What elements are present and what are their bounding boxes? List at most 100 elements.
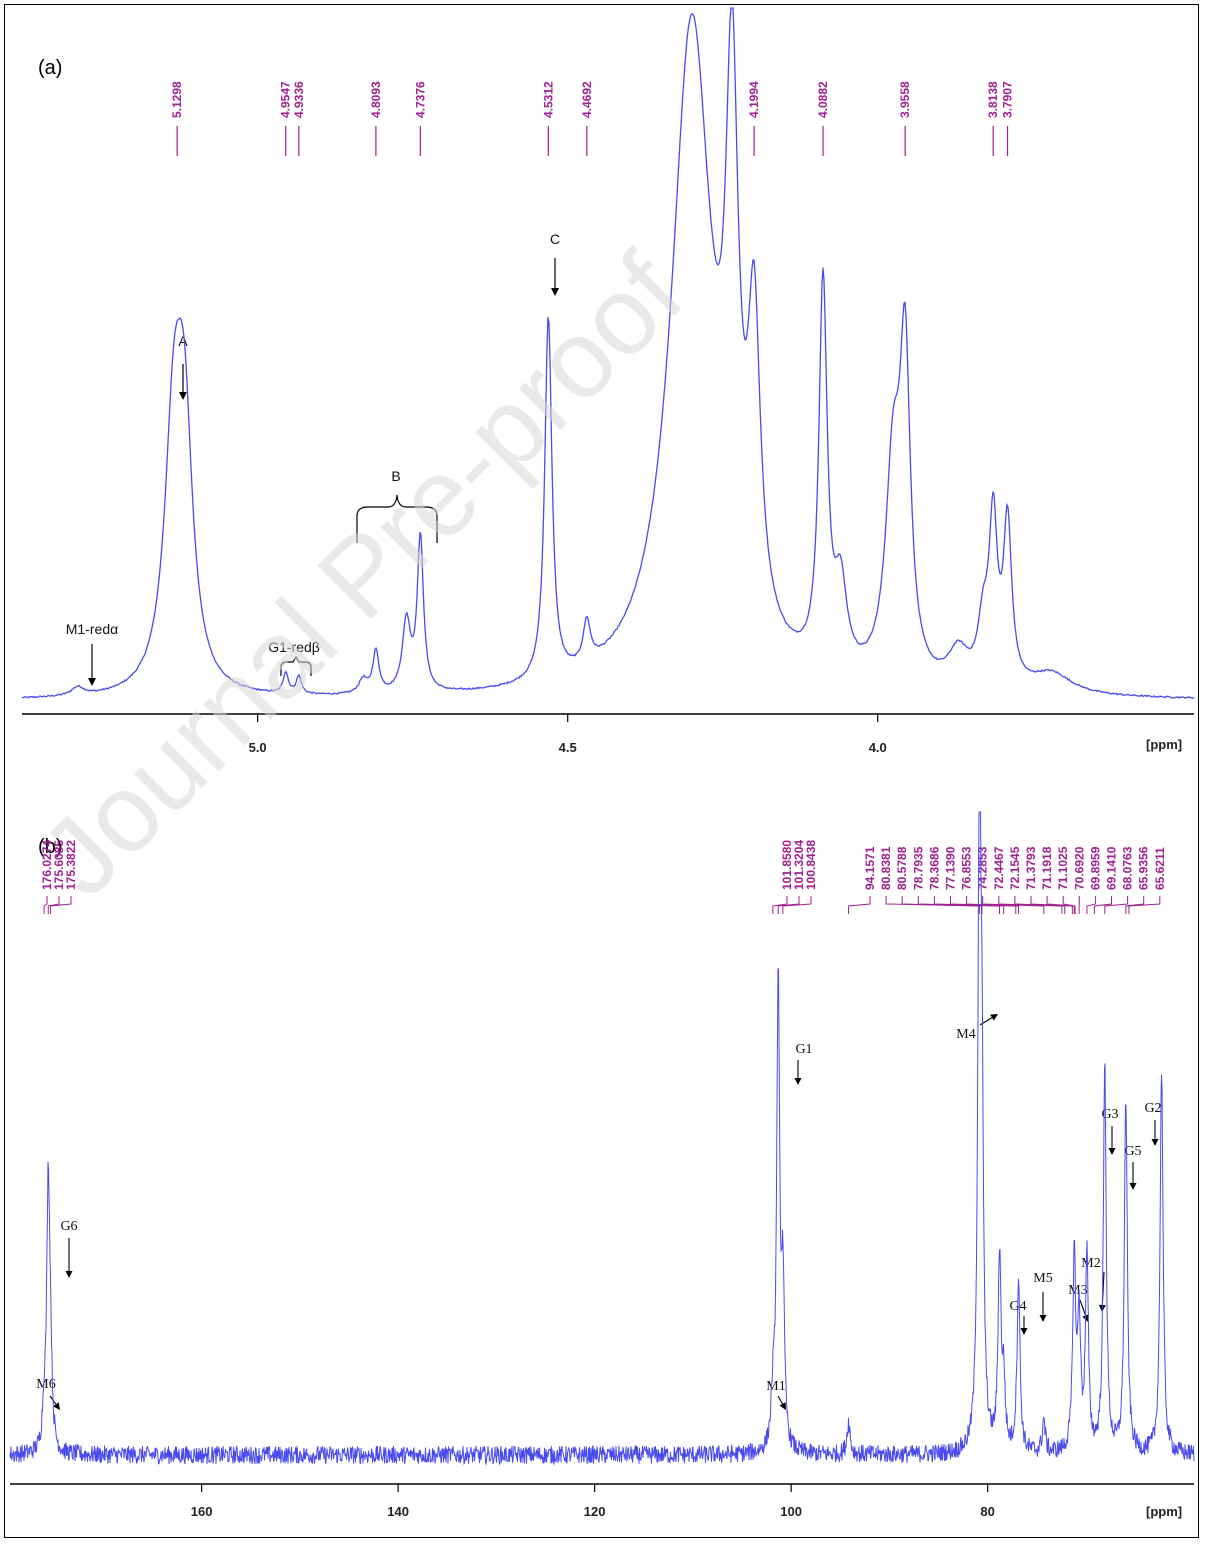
panel-b-peak-value: 76.8553 xyxy=(960,846,974,890)
panel-a-peak-value: 4.4692 xyxy=(580,81,594,118)
panel-b-peak-connector xyxy=(1062,896,1076,914)
panel-b-annotation-label: M3 xyxy=(1068,1283,1087,1298)
panel-b-annotation-arrow-head xyxy=(65,1271,73,1278)
panel-b-peak-connector xyxy=(49,896,72,914)
panel-b-annotation-arrow-head xyxy=(1151,1139,1159,1146)
panel-b-annotation-arrow-head xyxy=(1108,1148,1116,1155)
panel-a-tick-label: 4.5 xyxy=(559,740,577,755)
panel-b-tick-label: 120 xyxy=(584,1504,606,1519)
panel-b-tick-label: 100 xyxy=(780,1504,802,1519)
panel-b-peak-connector xyxy=(966,896,1020,914)
panel-b-peak-value: 101.8580 xyxy=(780,840,794,890)
panel-b-peak-connector xyxy=(1125,896,1145,914)
panel-a-peak-value: 4.9336 xyxy=(292,81,306,118)
panel-a-peak-value: 4.8093 xyxy=(369,81,383,118)
panel-b-annotation-arrow-shaft xyxy=(979,1017,993,1026)
panel-b-peak-value: 71.1918 xyxy=(1040,846,1054,890)
panel-b-annotation-arrow-head xyxy=(990,1014,998,1021)
panel-a-annotation-label: C xyxy=(550,231,560,247)
panel-b-peak-value: 69.8959 xyxy=(1088,846,1102,890)
panel-b-annotation-arrow-head xyxy=(794,1078,802,1085)
panel-b-peak-value: 65.6211 xyxy=(1153,847,1167,890)
panel-b-peak-connector xyxy=(848,896,871,914)
panel-a-annotation-label: M1-redα xyxy=(66,621,118,637)
panel-a-tick-label: 5.0 xyxy=(249,740,267,755)
panel-b-peak-connector xyxy=(1086,896,1096,914)
panel-b-peak-connector xyxy=(1104,896,1129,914)
panel-b-annotation-label: G5 xyxy=(1124,1144,1141,1159)
panel-a-x-ticks: 5.0 4.5 4.0 xyxy=(249,714,887,755)
panel-b-peak-value: 175.6085 xyxy=(52,840,66,890)
panel-a-1h-spectrum: (a) 5.1298 4.9547 4.9336 4.8093 4.7376 4.5312… xyxy=(21,7,1195,755)
panel-a-peak-value: 4.7376 xyxy=(413,81,427,118)
panel-b-annotation-arrow-head xyxy=(1020,1328,1028,1335)
panel-b-annotation-arrow-head xyxy=(53,1402,60,1410)
panel-b-annotation-arrow-shaft xyxy=(777,1395,784,1405)
panel-b-unit-label: [ppm] xyxy=(1146,1504,1182,1519)
panel-a-peak-value: 3.9558 xyxy=(898,81,912,118)
panel-b-label: (b) xyxy=(38,836,62,858)
panel-b-peak-value: 68.0763 xyxy=(1121,846,1135,890)
panel-b-peak-value: 69.1410 xyxy=(1105,846,1119,890)
panel-a-peak-value: 4.0882 xyxy=(816,81,830,118)
panel-a-peak-value: 5.1298 xyxy=(170,81,184,118)
panel-b-peak-connector xyxy=(1014,896,1066,914)
g1-red-beta-bracket xyxy=(280,655,312,676)
panel-a-annotation-label: G1-redβ xyxy=(268,639,320,655)
panel-b-peak-connector xyxy=(43,896,48,914)
watermark: Journal Pre-proof xyxy=(18,231,706,919)
panel-b-annotation-arrow-shaft xyxy=(1079,1299,1087,1316)
figure-frame xyxy=(4,4,1199,1538)
panel-b-peak-connector xyxy=(1128,896,1161,914)
panel-b-annotation-label: G2 xyxy=(1144,1101,1161,1116)
panel-b-peak-value: 72.4467 xyxy=(992,846,1006,890)
panel-a-spectrum-line xyxy=(21,7,1195,700)
panel-b-annotation-label: G1 xyxy=(795,1042,812,1057)
panel-b-tick-label: 160 xyxy=(191,1504,213,1519)
panel-a-annotation-label: B xyxy=(391,468,400,484)
panel-b-peak-value: 175.3822 xyxy=(64,840,78,890)
panel-b-peak-connector xyxy=(47,896,60,914)
panel-b-spectrum-line xyxy=(9,811,1195,1466)
panel-b-annotation-label: M5 xyxy=(1033,1271,1052,1286)
panel-b-peak-value: 100.8438 xyxy=(804,840,818,890)
panel-b-peak-connector xyxy=(1093,896,1112,914)
panel-b-annotation-label: M6 xyxy=(36,1377,55,1392)
panel-a-annotation-arrow-head xyxy=(179,392,187,400)
panel-a-peak-value: 4.9547 xyxy=(279,81,293,118)
panel-b-peak-connector xyxy=(1030,896,1073,914)
panel-a-label: (a) xyxy=(38,57,62,79)
panel-a-annotation-arrow-head xyxy=(551,288,559,296)
panel-b-peak-value: 78.7935 xyxy=(911,846,925,890)
panel-b-tick-label: 140 xyxy=(387,1504,409,1519)
panel-b-peak-value: 70.6920 xyxy=(1072,846,1086,890)
panel-a-annotations: M1-redα A G1-redβ B C xyxy=(66,231,560,686)
panel-a-peak-value: 4.5312 xyxy=(541,81,555,118)
panel-b-peak-value: 80.5788 xyxy=(895,846,909,890)
panel-b-annotation-arrow-head xyxy=(1129,1183,1137,1190)
panel-b-x-ticks: 160 140 120 100 80 xyxy=(191,1484,995,1519)
panel-b-peak-connector xyxy=(982,896,1045,914)
panel-b-peak-connector xyxy=(777,896,800,914)
panel-a-annotation-arrow-head xyxy=(88,678,96,686)
panel-b-annotation-arrow-head xyxy=(779,1402,786,1410)
panel-a-annotation-label: A xyxy=(178,333,188,349)
panel-b-peak-value: 71.1025 xyxy=(1056,846,1070,890)
panel-b-peak-connector xyxy=(1046,896,1075,914)
panel-b-tick-label: 80 xyxy=(980,1504,994,1519)
panel-b-peak-value: 77.1390 xyxy=(944,846,958,890)
panel-b-peak-connector xyxy=(772,896,788,914)
panel-b-peak-value: 78.3686 xyxy=(927,846,941,890)
panel-a-peak-value: 3.8138 xyxy=(986,81,1000,118)
panel-a-unit-label: [ppm] xyxy=(1146,737,1182,752)
panel-b-annotation-label: M1 xyxy=(766,1379,785,1394)
panel-b-peak-value: 71.3793 xyxy=(1024,846,1038,890)
b-bracket xyxy=(356,494,438,543)
panel-b-peak-value: 94.1571 xyxy=(863,846,877,890)
panel-b-annotation-label: G6 xyxy=(60,1219,77,1234)
panel-b-peak-value: 80.8381 xyxy=(879,846,893,890)
